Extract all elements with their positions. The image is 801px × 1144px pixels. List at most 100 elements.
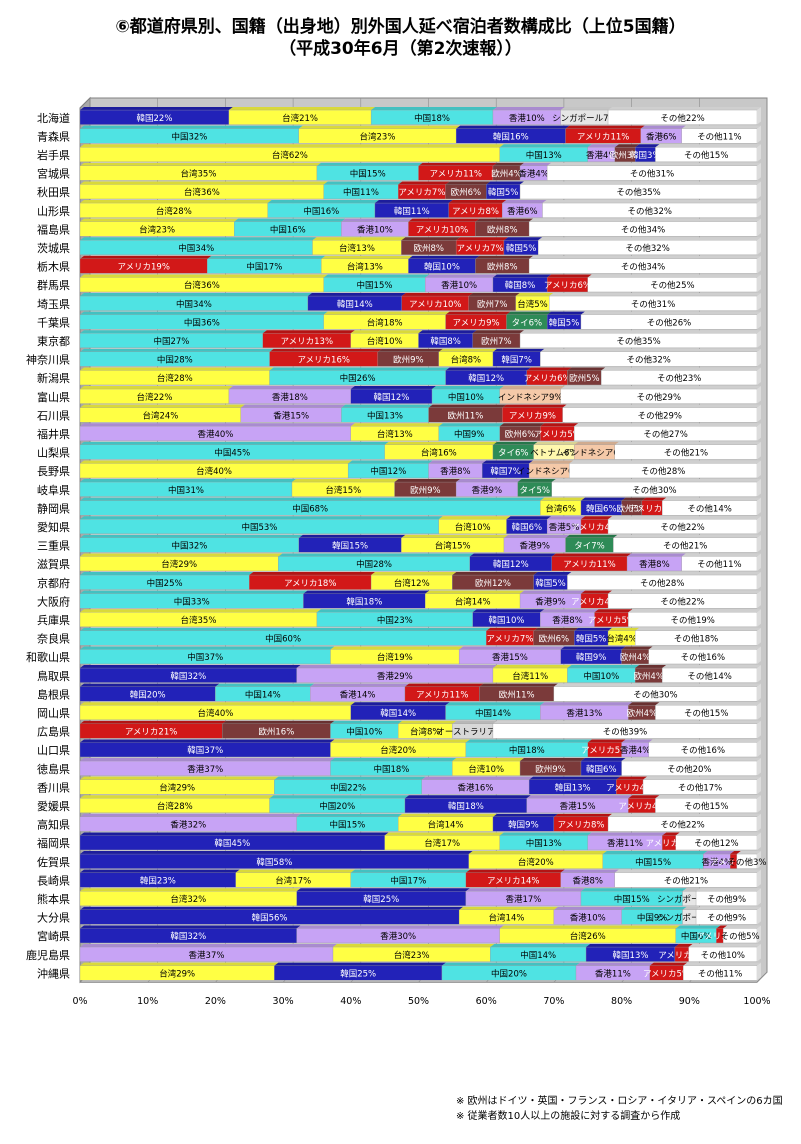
prefecture-label: 長崎県 xyxy=(37,873,70,887)
segment-data-label: その他30% xyxy=(633,689,677,700)
bar-segment-top xyxy=(80,479,296,483)
segment-data-label: その他22% xyxy=(660,820,704,831)
bar-segment-top xyxy=(394,479,461,483)
bar-segment-top xyxy=(608,516,761,520)
bar-segment-top xyxy=(492,274,552,278)
bar-segment-top xyxy=(312,237,406,241)
segment-data-label: アメリカ7% xyxy=(486,635,533,645)
bar-end-face xyxy=(757,795,761,813)
bar-segment-top xyxy=(452,720,497,724)
bar-segment-top xyxy=(529,255,761,259)
segment-data-label: 香港29% xyxy=(377,671,413,682)
prefecture-label: 大分県 xyxy=(37,911,70,925)
bar-segment-top xyxy=(565,534,618,538)
segment-data-label: 台湾14% xyxy=(428,820,464,831)
segment-data-label: その他14% xyxy=(687,671,731,682)
bar-segment-top xyxy=(274,962,446,966)
prefecture-label: 沖縄県 xyxy=(37,966,70,980)
bar-segment-top xyxy=(80,627,491,631)
segment-data-label: 中国15% xyxy=(357,280,393,291)
segment-data-label: 台湾32% xyxy=(170,894,206,905)
bar-segment-top xyxy=(580,758,626,762)
segment-data-label: 香港11% xyxy=(607,838,643,849)
segment-data-label: 中国53% xyxy=(241,522,277,533)
bar-segment-top xyxy=(628,609,761,613)
segment-data-label: 韓国56% xyxy=(252,913,288,924)
prefecture-label: 新潟県 xyxy=(37,371,70,385)
segment-data-label: 欧州4% xyxy=(633,671,664,682)
bar-end-face xyxy=(757,479,761,497)
segment-data-label: インドネシア9% xyxy=(498,393,563,403)
bar-segment-top xyxy=(614,441,761,445)
bar-segment-top xyxy=(499,423,545,427)
bar-segment-top xyxy=(520,181,761,185)
segment-data-label: 韓国58% xyxy=(256,857,292,868)
bar-end-face xyxy=(757,553,761,571)
segment-data-label: 台湾22% xyxy=(137,392,173,403)
segment-data-label: 韓国7% xyxy=(501,355,532,366)
segment-data-label: 香港8% xyxy=(639,559,670,570)
bar-segment-top xyxy=(296,925,504,929)
bar-segment-top xyxy=(569,460,761,464)
segment-data-label: 欧州6% xyxy=(451,187,482,198)
bar-segment-top xyxy=(475,218,534,222)
segment-data-label: 香港17% xyxy=(505,894,541,905)
bar-segment-top xyxy=(80,181,328,185)
segment-data-label: その他35% xyxy=(616,336,660,347)
segment-data-label: アメリカ11% xyxy=(563,560,615,570)
bar-segment-top xyxy=(384,832,504,836)
bar-segment-top xyxy=(80,404,245,408)
bar-segment-top xyxy=(503,534,570,538)
prefecture-label: 大阪府 xyxy=(37,594,70,608)
segment-data-label: 台湾19% xyxy=(377,652,413,663)
segment-data-label: 韓国14% xyxy=(380,708,416,719)
segment-data-label: アメリカ9% xyxy=(453,318,500,328)
bar-segment-top xyxy=(80,590,308,594)
x-tick-label: 70% xyxy=(543,996,564,1007)
segment-data-label: 中国9% xyxy=(454,429,485,440)
chart-title: ⑥都道府県別、国籍（出身地）別外国人延べ宿泊者数構成比（上位5国籍） xyxy=(115,17,686,37)
segment-data-label: アメリカ4% xyxy=(571,523,618,533)
segment-data-label: その他9% xyxy=(707,913,746,924)
segment-data-label: 欧州6% xyxy=(505,429,536,440)
bar-segment-top xyxy=(499,386,565,390)
bar-segment-top xyxy=(526,795,633,799)
bar-segment-top xyxy=(499,144,592,148)
bar-segment-top xyxy=(428,404,507,408)
segment-data-label: 台湾35% xyxy=(181,169,217,180)
segment-data-label: 中国27% xyxy=(153,336,189,347)
bar-end-face xyxy=(757,200,761,218)
bar-segment-top xyxy=(486,627,538,631)
segment-data-label: 中国28% xyxy=(356,559,392,570)
segment-data-label: 香港18% xyxy=(272,392,308,403)
prefecture-label: 岩手県 xyxy=(37,148,70,162)
bar-segment-top xyxy=(520,590,585,594)
segment-data-label: 韓国5% xyxy=(576,634,607,645)
segment-data-label: 韓国23% xyxy=(140,875,176,886)
segment-data-label: 台湾18% xyxy=(367,317,403,328)
bar-segment-top xyxy=(533,572,572,576)
segment-data-label: 韓国22% xyxy=(137,113,173,124)
segment-data-label: 台湾28% xyxy=(157,801,193,812)
bar-segment-top xyxy=(549,293,761,297)
bar-segment-top xyxy=(249,572,376,576)
segment-data-label: その他3% xyxy=(727,857,766,868)
segment-data-label: インドネシア6% xyxy=(562,449,627,459)
segment-data-label: オーストラリア6% xyxy=(436,728,509,738)
segment-data-label: 欧州8% xyxy=(414,243,445,254)
bar-segment-top xyxy=(580,497,626,501)
bar-segment-top xyxy=(234,218,346,222)
prefecture-label: 香川県 xyxy=(37,781,70,794)
bar-end-face xyxy=(757,441,761,460)
bar-segment-top xyxy=(479,683,558,687)
bar-segment-top xyxy=(547,516,585,520)
bar-segment-top xyxy=(341,404,433,408)
bar-segment-top xyxy=(682,906,701,910)
bar-segment-top xyxy=(445,181,491,185)
bar-segment-top xyxy=(80,367,274,371)
segment-data-label: インドネシア6% xyxy=(517,467,582,477)
bar-segment-top xyxy=(307,293,406,297)
segment-data-label: 香港13% xyxy=(566,708,602,719)
segment-data-label: その他11% xyxy=(697,131,741,142)
bar-segment-top xyxy=(215,683,315,687)
